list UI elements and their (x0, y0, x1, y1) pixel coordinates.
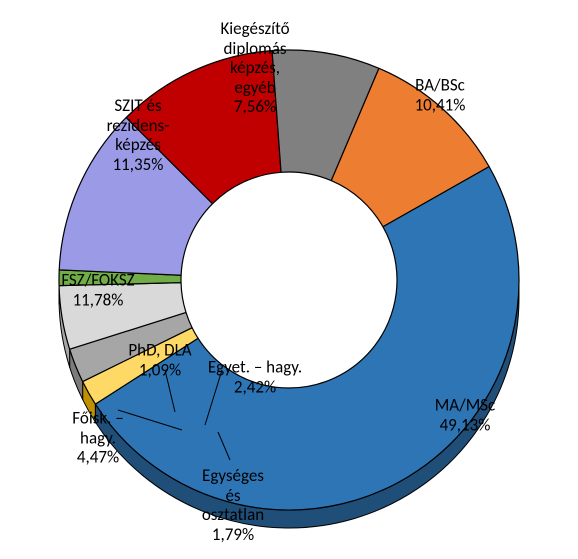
slice-label: MA/MSc 49,13% (435, 395, 495, 434)
slice-label: Kiegészítő diplomás képzés, egyéb 7,56% (220, 19, 289, 117)
slice-label: Egyet. – hagy. 2,42% (208, 357, 302, 396)
donut-chart: BA/BSc 10,41% MA/MSc 49,13% Egységes és os… (0, 0, 578, 559)
slice-label: Egységes és osztatlan 1,79% (202, 466, 264, 544)
slice-label: BA/BSc 10,41% (415, 75, 466, 114)
slice-label: Főisk. – hagy. 4,47% (72, 409, 123, 468)
slice-label: SZIT és rezidens- képzés 11,35% (107, 96, 170, 174)
slice-label: FSZ/FOKSZ 11,78% (61, 270, 134, 309)
slice-label: PhD, DLA 1,09% (128, 340, 191, 379)
